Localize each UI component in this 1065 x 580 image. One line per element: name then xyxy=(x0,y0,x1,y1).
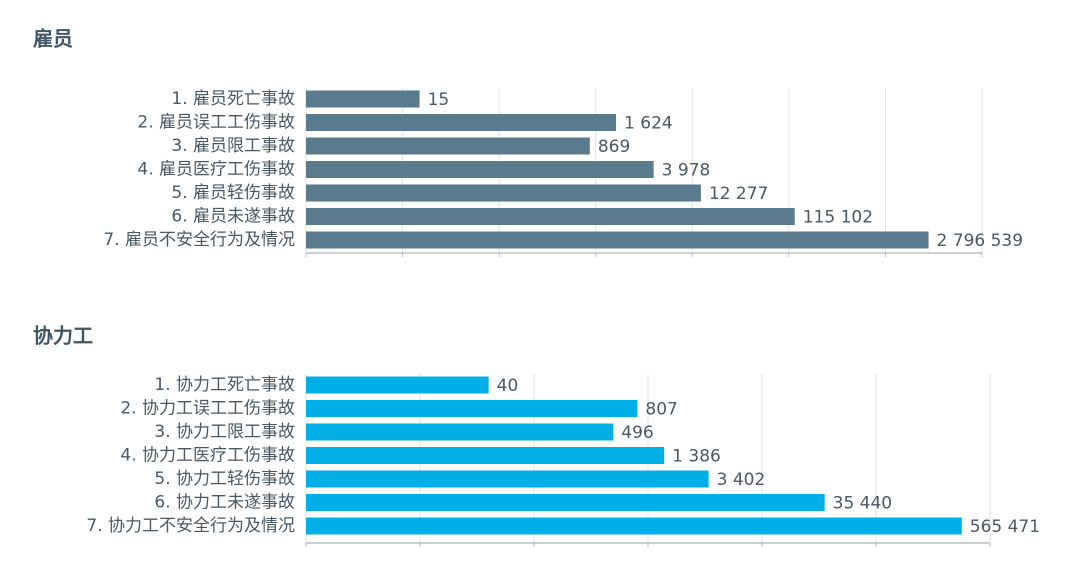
bar xyxy=(306,470,709,488)
category-label: 4. 协力工医疗工伤事故 xyxy=(120,446,295,466)
category-label: 3. 协力工限工事故 xyxy=(154,422,295,442)
value-label: 35 440 xyxy=(833,494,892,514)
value-label: 807 xyxy=(645,400,677,420)
value-label: 1 386 xyxy=(672,447,721,467)
value-label: 115 102 xyxy=(803,208,873,228)
value-label: 496 xyxy=(621,423,653,443)
value-label: 3 402 xyxy=(717,470,766,490)
bar xyxy=(306,494,825,511)
category-label: 3. 雇员限工事故 xyxy=(171,136,295,156)
category-label: 6. 协力工未遂事故 xyxy=(154,493,295,513)
value-label: 15 xyxy=(428,90,450,110)
bar xyxy=(306,447,665,464)
category-label: 1. 雇员死亡事故 xyxy=(171,89,295,109)
bar xyxy=(306,231,929,249)
chart-title: 雇员 xyxy=(33,27,73,51)
bar xyxy=(306,423,614,441)
category-label: 2. 协力工误工工伤事故 xyxy=(120,399,295,419)
bar xyxy=(306,400,638,417)
value-label: 565 471 xyxy=(970,517,1040,537)
value-label: 1 624 xyxy=(624,114,673,134)
bar xyxy=(306,517,962,535)
value-label: 2 796 539 xyxy=(937,231,1024,251)
category-label: 7. 雇员不安全行为及情况 xyxy=(103,230,295,250)
bar xyxy=(306,184,701,202)
bar xyxy=(306,161,654,178)
bar xyxy=(306,137,590,155)
category-label: 6. 雇员未遂事故 xyxy=(171,207,295,227)
bar xyxy=(306,90,420,108)
value-label: 12 277 xyxy=(709,184,768,204)
value-label: 3 978 xyxy=(662,161,711,181)
bar xyxy=(306,376,489,394)
value-label: 40 xyxy=(497,376,519,396)
category-label: 5. 协力工轻伤事故 xyxy=(154,469,295,489)
bar xyxy=(306,208,795,225)
category-label: 2. 雇员误工工伤事故 xyxy=(137,113,295,133)
category-label: 1. 协力工死亡事故 xyxy=(154,375,295,395)
bar xyxy=(306,114,617,131)
category-label: 7. 协力工不安全行为及情况 xyxy=(86,516,295,536)
chart-title: 协力工 xyxy=(33,324,93,348)
value-label: 869 xyxy=(598,137,630,157)
category-label: 5. 雇员轻伤事故 xyxy=(171,183,295,203)
category-label: 4. 雇员医疗工伤事故 xyxy=(137,160,295,180)
